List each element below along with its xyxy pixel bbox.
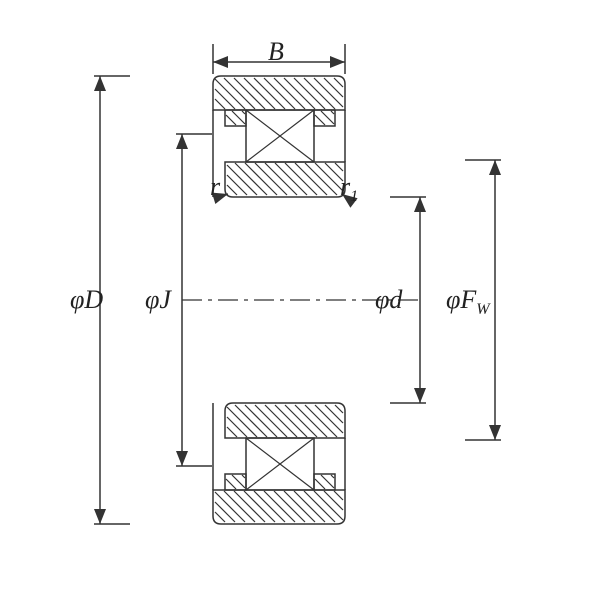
dim-label-r: r [210,172,221,201]
outer-ring-bottom [213,490,345,524]
dim-label-r1: r1 [340,172,358,205]
dim-label-Fw: φFW [446,285,491,318]
dim-label-J: φJ [145,285,172,314]
bearing-section-drawing: BφD φJ φd φFW r r1 [0,0,600,600]
dim-label-B: B [268,37,284,66]
dim-label-D: φD [70,285,103,314]
dim-label-d: φd [375,285,403,314]
